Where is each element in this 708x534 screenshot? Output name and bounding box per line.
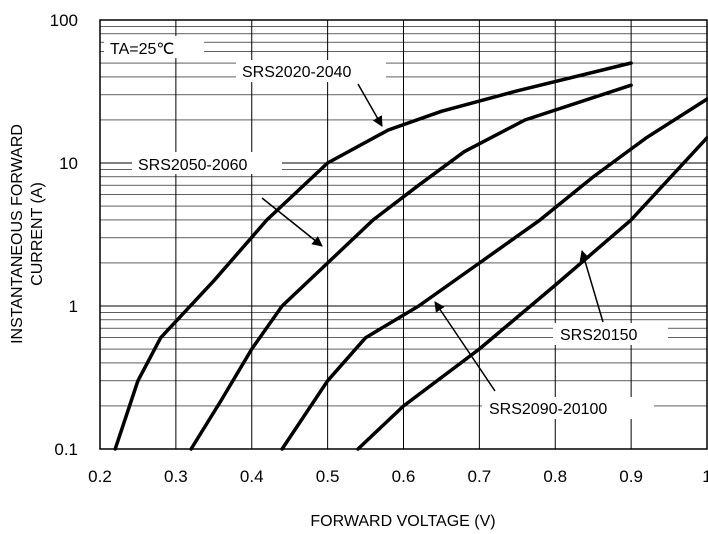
callouts: TA=25℃ SRS2020-2040 SRS2050-2060 SRS2015… (104, 36, 668, 419)
y-tick-label: 0.1 (54, 440, 78, 459)
y-tick-labels: 0.1 1 10 100 (50, 11, 78, 459)
series-group (113, 61, 708, 451)
plot-frame (99, 19, 708, 450)
condition-label: TA=25℃ (110, 41, 174, 58)
x-tick-label: 0.6 (392, 467, 416, 486)
series-line-srs2020-2040 (113, 61, 633, 451)
x-tick-label: 0.9 (619, 467, 643, 486)
callout-arrow-srs2050-2060 (261, 197, 323, 247)
x-tick-label: 0.5 (316, 467, 340, 486)
series-label-box-srs2090-20100 (482, 397, 654, 419)
x-tick-label: 0.4 (240, 467, 264, 486)
x-tick-label: 0.3 (164, 467, 188, 486)
condition-label-box (104, 36, 204, 58)
callout-arrow-srs2020-2040 (357, 83, 383, 127)
x-tick-label: 1 (702, 467, 708, 486)
series-label-box-srs2020-2040 (236, 60, 386, 82)
y-axis-title-line-2: CURRENT (A) (29, 182, 46, 286)
y-tick-label: 100 (50, 11, 78, 30)
x-tick-labels: 0.2 0.3 0.4 0.5 0.6 0.7 0.8 0.9 1 (88, 467, 708, 486)
series-label-box-srs20150 (553, 323, 668, 345)
y-tick-label: 10 (59, 154, 78, 173)
series-label-srs2050-2060: SRS2050-2060 (138, 157, 248, 174)
series-label-srs2020-2040: SRS2020-2040 (242, 64, 352, 81)
callout-arrow-srs2090-20100 (434, 301, 496, 392)
y-axis-title-line-1: INSTANTANEOUS FORWARD (9, 124, 26, 344)
y-tick-label: 1 (69, 297, 78, 316)
series-label-box-srs2050-2060 (132, 152, 282, 174)
series-line-srs20150 (356, 136, 708, 451)
chart-grid (100, 20, 707, 449)
series-label-srs2090-20100: SRS2090-20100 (489, 401, 607, 418)
x-tick-label: 0.7 (468, 467, 492, 486)
series-line-srs2090-20100 (280, 97, 708, 451)
series-line-srs2050-2060 (189, 83, 633, 451)
x-axis-title: FORWARD VOLTAGE (V) (310, 513, 495, 530)
callout-arrow-srs20150 (579, 249, 604, 323)
x-tick-label: 0.2 (88, 467, 112, 486)
series-label-srs20150: SRS20150 (560, 327, 637, 344)
x-tick-label: 0.8 (543, 467, 567, 486)
